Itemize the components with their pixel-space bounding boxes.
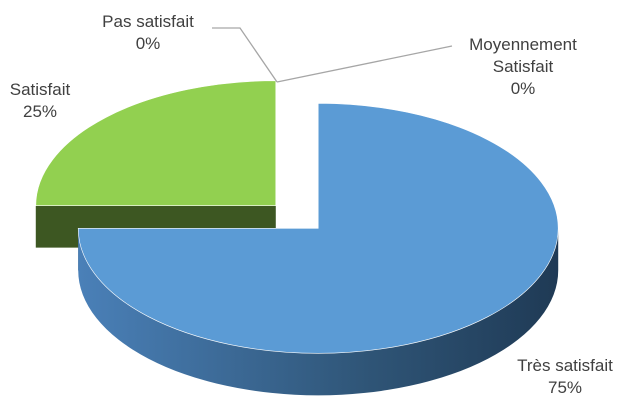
value-label: 25% <box>22 102 58 121</box>
value-label: 0% <box>135 34 161 53</box>
slice <box>35 80 277 206</box>
slice-label: Pas satisfait 0% <box>86 11 210 55</box>
slice <box>77 103 559 354</box>
slice-wall <box>78 228 559 396</box>
category-label: Pas satisfait <box>102 12 194 31</box>
value-label: 0% <box>510 79 536 98</box>
value-label: 75% <box>547 378 583 397</box>
leader-line <box>276 45 453 83</box>
category-label: Satisfait <box>9 80 71 99</box>
category-label: Moyennement Satisfait <box>469 35 577 76</box>
category-label: Très satisfait <box>517 356 613 375</box>
slice-label: Moyennement Satisfait 0% <box>448 34 598 100</box>
leader-line <box>212 27 278 83</box>
slice-label: Satisfait 25% <box>0 79 80 123</box>
slice-label: Très satisfait 75% <box>500 355 628 399</box>
